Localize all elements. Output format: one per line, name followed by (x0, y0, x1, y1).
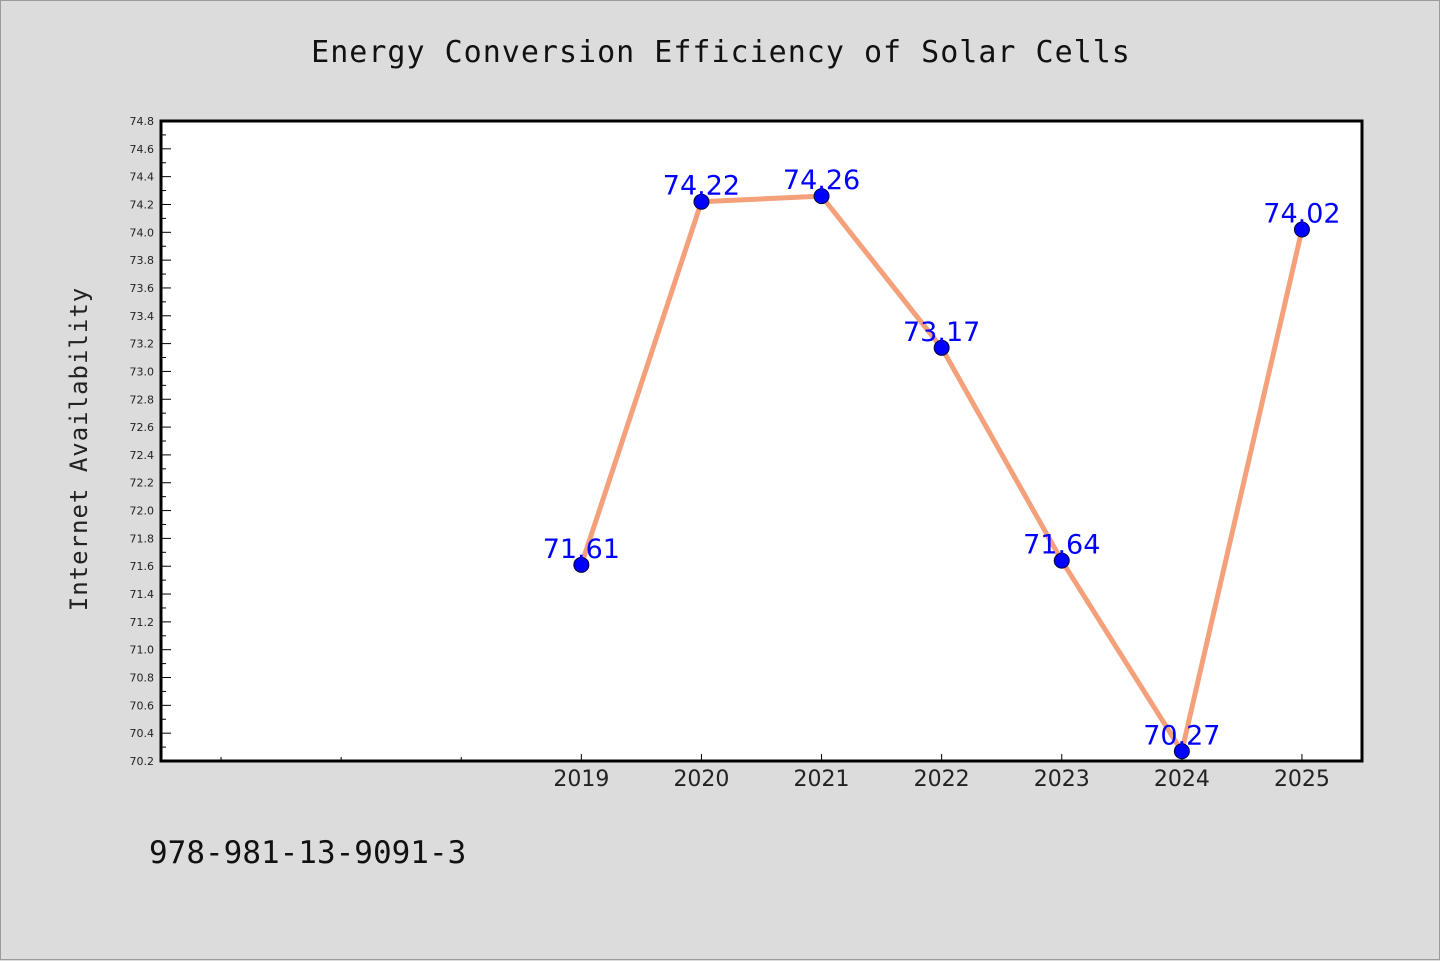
y-tick-label: 71.6 (130, 560, 155, 573)
data-point (573, 556, 590, 573)
y-tick-label: 70.8 (130, 672, 155, 685)
y-tick-label: 72.4 (130, 449, 155, 462)
x-tick-label: 2022 (914, 767, 970, 792)
y-tick-label: 73.2 (130, 338, 155, 351)
data-label: 71.61 (543, 534, 620, 565)
plot-area (159, 119, 1364, 763)
y-tick-label: 71.2 (130, 616, 155, 629)
y-tick-label: 74.2 (130, 198, 155, 211)
x-tick-label: 2019 (553, 767, 609, 792)
data-point (813, 188, 830, 205)
series-group: 71.61 74.22 74.26 73.17 71.64 70.27 74.02 (543, 165, 1341, 760)
y-tick-label: 73.4 (130, 310, 155, 323)
data-label: 74.26 (783, 165, 860, 196)
y-tick-label: 70.2 (130, 755, 155, 768)
data-label: 74.02 (1263, 199, 1340, 230)
data-label: 70.27 (1143, 720, 1220, 751)
data-point (1293, 221, 1310, 238)
y-tick-label: 74.0 (130, 226, 155, 239)
x-tick-label: 2021 (794, 767, 850, 792)
y-tick-label: 70.4 (130, 727, 155, 740)
x-tick-label: 2020 (673, 767, 729, 792)
y-tick-label: 74.8 (130, 115, 155, 128)
x-tick-label: 2024 (1154, 767, 1210, 792)
y-tick-label: 74.4 (130, 171, 155, 184)
y-tick-label: 72.6 (130, 421, 155, 434)
y-tick-label: 73.0 (130, 365, 155, 378)
y-axis-label: Internet Availability (65, 287, 93, 611)
y-tick-label: 74.6 (130, 143, 155, 156)
data-label: 73.17 (903, 317, 980, 348)
y-axis: 70.2 70.4 70.6 70.8 71.0 71.2 71.4 71.6 71.8 72.0… (130, 115, 171, 768)
data-point (933, 339, 950, 356)
y-tick-label: 70.6 (130, 699, 155, 712)
data-point (1173, 743, 1190, 760)
data-point (1053, 552, 1070, 569)
x-tick-label: 2025 (1274, 767, 1330, 792)
data-label: 71.64 (1023, 530, 1100, 561)
y-tick-label: 72.8 (130, 393, 155, 406)
x-tick-label: 2023 (1034, 767, 1090, 792)
data-point (693, 193, 710, 210)
data-label: 74.22 (663, 171, 740, 202)
y-tick-label: 71.4 (130, 588, 155, 601)
footer-code: 978-981-13-9091-3 (149, 835, 467, 871)
x-axis: 2019 2020 2021 2022 2023 2024 2025 (220, 754, 1330, 792)
y-tick-label: 73.6 (130, 282, 155, 295)
chart-title: Energy Conversion Efficiency of Solar Ce… (311, 35, 1131, 70)
y-tick-label: 72.2 (130, 477, 155, 490)
y-tick-label: 71.0 (130, 644, 155, 657)
y-tick-label: 72.0 (130, 505, 155, 518)
y-tick-label: 71.8 (130, 532, 155, 545)
y-tick-label: 73.8 (130, 254, 155, 267)
